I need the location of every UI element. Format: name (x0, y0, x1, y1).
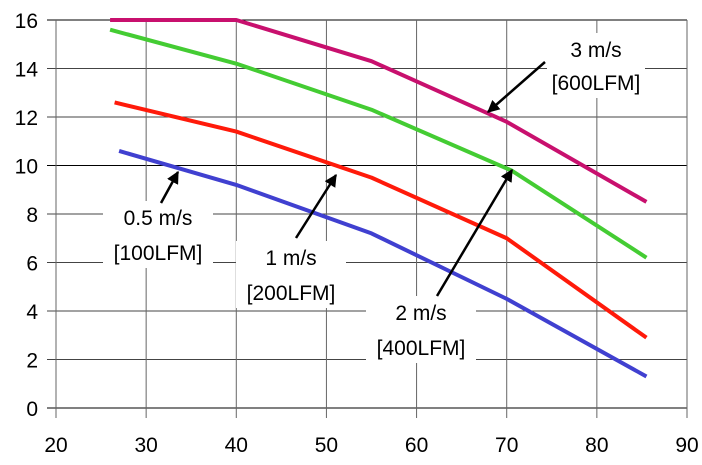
y-tick-label: 4 (26, 301, 38, 324)
x-tick-label: 70 (495, 434, 518, 457)
x-tick-label: 90 (675, 434, 698, 457)
annotation-lfm: [200LFM] (247, 282, 336, 305)
annotation-arrow (487, 61, 546, 113)
annotation-speed: 2 m/s (395, 302, 446, 325)
series-line-2-m-s (109, 27, 648, 260)
x-tick-label: 50 (315, 434, 338, 457)
y-tick-label: 0 (26, 398, 38, 421)
y-tick-label: 2 (26, 350, 38, 373)
series-line-1-m-s (114, 100, 648, 340)
y-tick-label: 10 (15, 156, 38, 179)
series-line-0-5-m-s (118, 149, 648, 379)
annotation-background (103, 201, 213, 268)
series-lines (109, 18, 648, 379)
x-tick-label: 30 (134, 434, 157, 457)
y-tick-label: 12 (15, 107, 38, 130)
series-line-3-m-s (110, 18, 648, 204)
annotation-arrow (159, 170, 180, 204)
x-tick-label: 20 (44, 434, 67, 457)
annotation-arrow (294, 173, 338, 239)
annotation-background (236, 241, 346, 308)
annotation-speed: 1 m/s (265, 247, 316, 270)
annotation-lfm: [600LFM] (552, 72, 641, 95)
x-tick-label: 40 (225, 434, 248, 457)
annotation-arrow (435, 168, 514, 297)
annotation-lfm: [400LFM] (377, 337, 466, 360)
annotations: 3 m/s [600LFM] 2 m/s [400LFM] 1 m/s [200LFM] 0… (103, 33, 645, 363)
y-tick-label: 6 (26, 253, 38, 276)
annotation-speed: 3 m/s (570, 39, 621, 62)
y-tick-label: 16 (15, 10, 38, 33)
tick-labels: 0 2 4 6 8 10 12 14 16 20 30 40 50 60 70 80 90 (15, 10, 699, 457)
y-tick-label: 8 (26, 204, 38, 227)
y-tick-label: 14 (15, 59, 39, 82)
annotation-background (366, 296, 476, 363)
annotation-background (547, 33, 645, 98)
x-tick-label: 80 (585, 434, 608, 457)
annotation-lfm: [100LFM] (114, 242, 203, 265)
annotation-speed: 0.5 m/s (124, 207, 193, 230)
x-tick-label: 60 (405, 434, 428, 457)
